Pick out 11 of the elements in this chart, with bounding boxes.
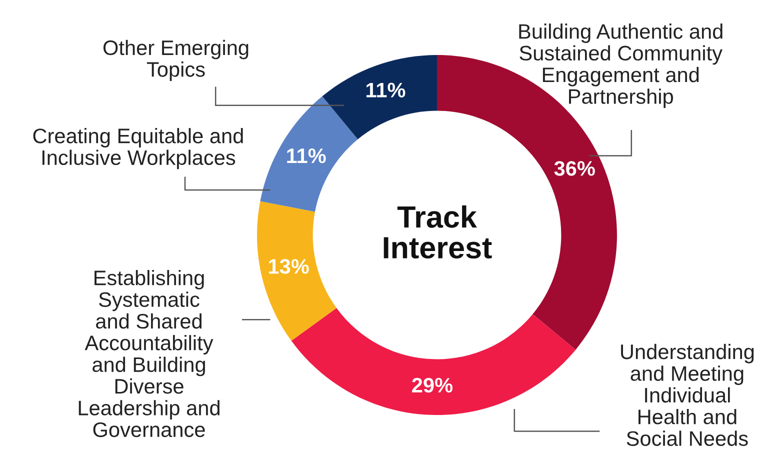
slice-label: Creating Equitable and Inclusive Workplaces xyxy=(33,128,243,170)
data-label: 11% xyxy=(287,148,326,164)
data-label: 11% xyxy=(366,82,406,98)
data-label: 36% xyxy=(554,161,595,176)
data-label: 29% xyxy=(412,378,453,393)
data-label: 13% xyxy=(269,259,309,274)
text: Track Interest xyxy=(384,205,492,259)
slice-label: Understanding and Meeting Individual Health and Social Needs xyxy=(621,344,754,446)
slice-label: Other Emerging Topics xyxy=(103,40,248,81)
slice-label: Establishing Systematic and Shared Accountability and Building Diverse Leadership and Governance xyxy=(78,270,220,438)
slice-label: Building Authentic and Sustained Community Engagement and Partnership xyxy=(519,24,722,108)
